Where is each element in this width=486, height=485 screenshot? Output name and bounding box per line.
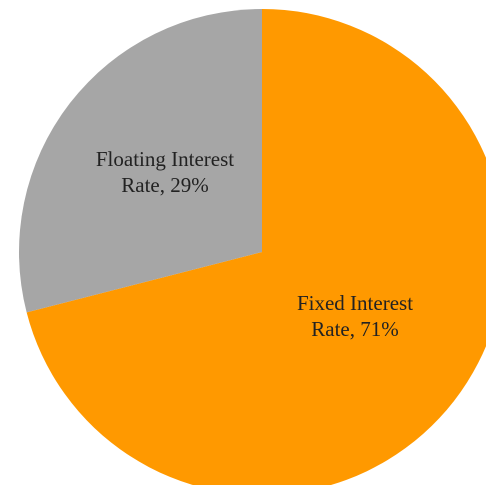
data-label-line: Floating Interest bbox=[96, 147, 234, 171]
pie-data-labels: Fixed Interest Rate, 71% Floating Interest… bbox=[96, 147, 413, 341]
pie-slices bbox=[18, 8, 486, 485]
pie-slice-fixed-interest-rate bbox=[26, 9, 486, 485]
data-label-line: Rate, 29% bbox=[121, 173, 208, 197]
data-label-line: Fixed Interest bbox=[297, 291, 413, 315]
data-label-floating-interest-rate: Floating Interest Rate, 29% bbox=[96, 147, 234, 197]
pie-slice-floating-interest-rate bbox=[18, 8, 263, 313]
data-label-fixed-interest-rate: Fixed Interest Rate, 71% bbox=[297, 291, 413, 341]
data-label-line: Rate, 71% bbox=[311, 317, 398, 341]
